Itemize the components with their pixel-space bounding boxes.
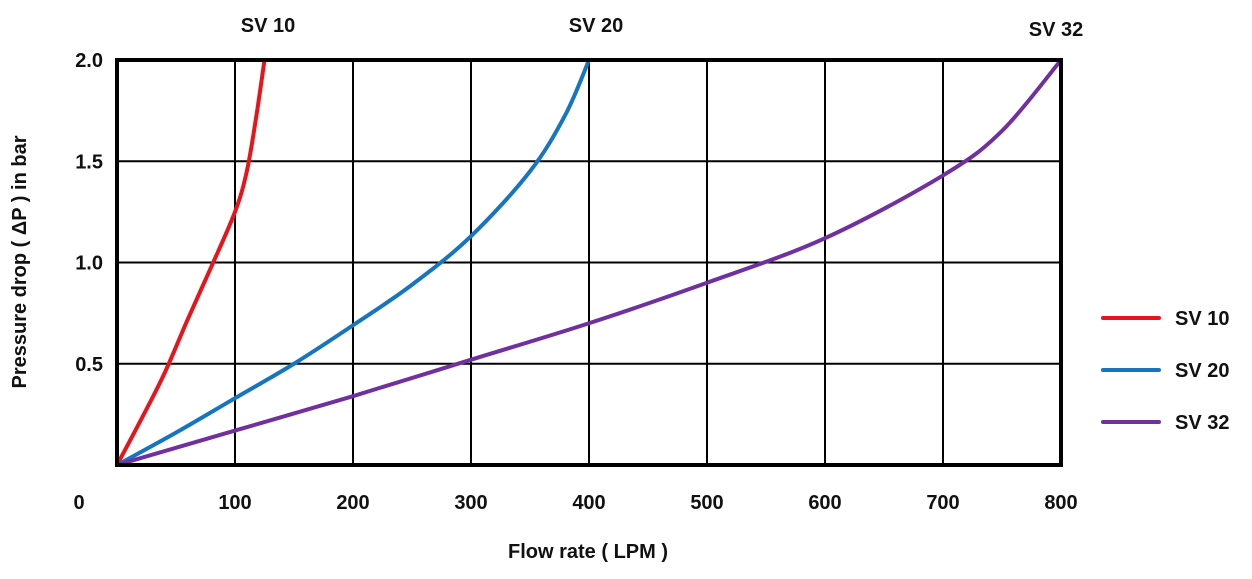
x-tick-label: 100 (218, 492, 251, 514)
x-tick-label: 500 (690, 492, 723, 514)
tick-labels: 0 100 200 300 400 500 600 700 800 0.5 1.0 1.5 2.0 (73, 50, 1077, 514)
x-tick-label: 200 (336, 492, 369, 514)
series-line-sv-10 (115, 58, 267, 467)
legend-label: SV 10 (1175, 308, 1229, 330)
legend-label: SV 32 (1175, 412, 1229, 434)
top-label-sv-10: SV 10 (241, 15, 295, 37)
legend-label: SV 20 (1175, 360, 1229, 382)
y-tick-label: 0.5 (75, 354, 103, 376)
y-tick-label: 2.0 (75, 50, 103, 72)
x-tick-label: 600 (808, 492, 841, 514)
series-line-sv-32 (115, 58, 1063, 467)
grid (117, 60, 1061, 465)
top-label-sv-32: SV 32 (1029, 19, 1083, 41)
y-axis-title: Pressure drop ( ΔP ) in bar (9, 135, 31, 388)
series-line-sv-20 (115, 58, 591, 467)
y-tick-label: 1.5 (75, 151, 103, 173)
x-tick-label: 700 (926, 492, 959, 514)
plot-border (115, 58, 1063, 467)
top-label-sv-20: SV 20 (569, 15, 623, 37)
plot-frame (115, 58, 1063, 467)
x-axis-title: Flow rate ( LPM ) (508, 541, 668, 563)
series-top-labels: SV 10 SV 20 SV 32 (241, 15, 1083, 41)
x-tick-label: 400 (572, 492, 605, 514)
x-tick-label: 300 (454, 492, 487, 514)
x-tick-label: 0 (73, 492, 84, 514)
y-tick-label: 1.0 (75, 253, 103, 275)
x-tick-label: 800 (1044, 492, 1077, 514)
series-lines (115, 58, 1063, 467)
legend: SV 10 SV 20 SV 32 (1101, 308, 1229, 434)
